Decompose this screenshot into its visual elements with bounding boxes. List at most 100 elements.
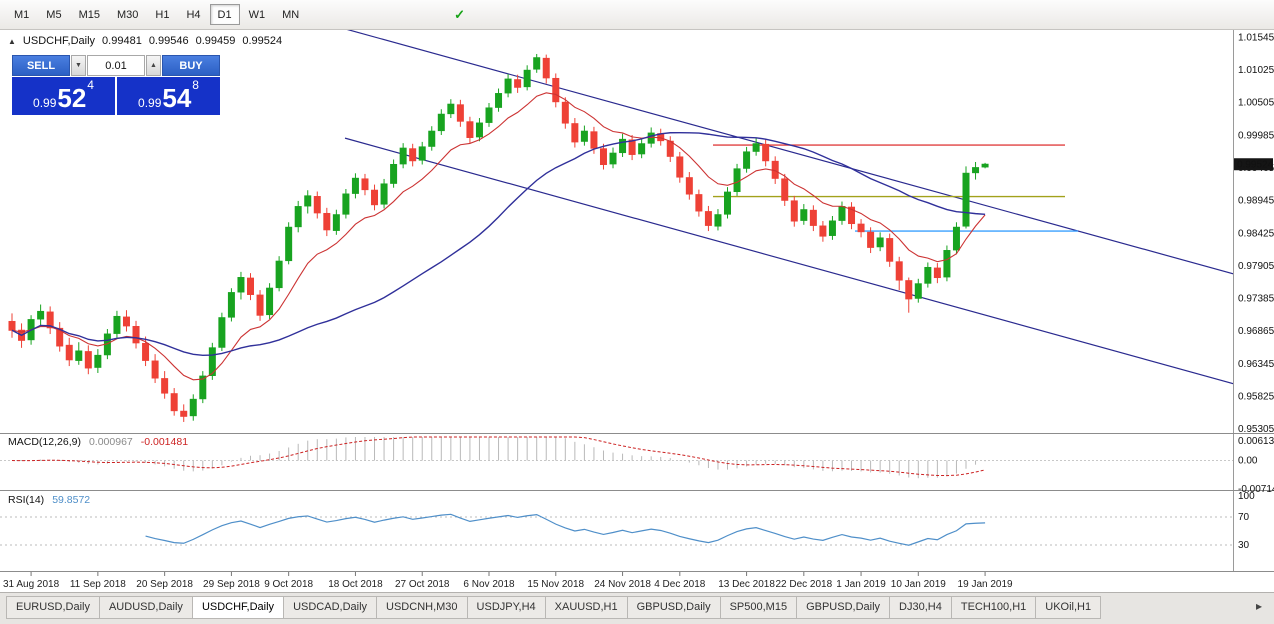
- candle-up: [962, 172, 970, 227]
- chart-tab-tech100-h1[interactable]: TECH100,H1: [951, 596, 1037, 619]
- current-price-label: 0.99524: [1237, 160, 1274, 171]
- chart-tab-eurusd-daily[interactable]: EURUSD,Daily: [6, 596, 100, 619]
- price-axis-label: 0.97905: [1238, 261, 1274, 272]
- timeframe-button-mn[interactable]: MN: [274, 4, 307, 25]
- candle-down: [84, 351, 92, 369]
- chart-tab-bar: EURUSD,Daily AUDUSD,Daily USDCHF,Daily USDC…: [0, 592, 1274, 624]
- candle-up: [304, 195, 312, 207]
- timeframe-button-m1[interactable]: M1: [6, 4, 37, 25]
- candle-up: [437, 113, 445, 132]
- high-value: 0.99546: [148, 35, 189, 47]
- lot-increase-button[interactable]: ▲: [146, 55, 161, 76]
- candle-up: [609, 152, 617, 165]
- candle-down: [905, 280, 913, 300]
- candle-down: [676, 156, 684, 178]
- candle-up: [37, 310, 45, 320]
- candle-down: [867, 231, 875, 248]
- chart-tab-usdjpy-h4[interactable]: USDJPY,H4: [467, 596, 546, 619]
- chart-tab-gbpusd-daily[interactable]: GBPUSD,Daily: [627, 596, 721, 619]
- chart-tab-usdcad-daily[interactable]: USDCAD,Daily: [284, 596, 378, 619]
- candle-down: [409, 148, 417, 162]
- chart-tab-dj30-h4[interactable]: DJ30,H4: [890, 596, 952, 619]
- price-chart-canvas[interactable]: 1.015451.010251.005050.999850.994650.989…: [0, 30, 1274, 592]
- green-check-icon[interactable]: ✓: [454, 6, 466, 22]
- ma-fast-line: [11, 92, 986, 381]
- candle-up: [914, 283, 922, 299]
- chart-tab-usdchf-daily[interactable]: USDCHF,Daily: [192, 596, 285, 619]
- timeframe-button-w1[interactable]: W1: [241, 4, 274, 25]
- date-axis-label: 20 Sep 2018: [136, 579, 193, 590]
- candle-up: [533, 57, 541, 70]
- buy-button[interactable]: BUY: [162, 55, 220, 76]
- candle-down: [781, 178, 789, 201]
- sell-button[interactable]: SELL: [12, 55, 70, 76]
- one-click-trade-panel: SELL ▼ ▲ BUY 0.99 52 4 0.99 54 8: [12, 55, 220, 115]
- candle-down: [132, 326, 140, 344]
- candle-down: [313, 196, 321, 214]
- trendline[interactable]: [344, 137, 1274, 395]
- candle-down: [685, 177, 693, 195]
- candle-down: [809, 209, 817, 226]
- candle-down: [56, 327, 64, 347]
- timeframe-button-h4[interactable]: H4: [178, 4, 208, 25]
- date-axis-label: 1 Jan 2019: [836, 579, 886, 590]
- candle-down: [895, 261, 903, 281]
- date-axis-label: 19 Jan 2019: [958, 579, 1013, 590]
- candle-down: [8, 320, 16, 331]
- timeframe-button-m15[interactable]: M15: [71, 4, 108, 25]
- lot-decrease-button[interactable]: ▼: [71, 55, 86, 76]
- chart-tab-ukoil-h1[interactable]: UKOil,H1: [1036, 596, 1102, 619]
- chart-tab-gbpusd-daily[interactable]: GBPUSD,Daily: [797, 596, 891, 619]
- candle-down: [628, 139, 636, 155]
- candle-down: [323, 212, 331, 231]
- lot-size-input[interactable]: [87, 55, 145, 76]
- price-axis-label: 1.00505: [1238, 98, 1274, 109]
- candle-up: [275, 260, 283, 289]
- candle-up: [189, 398, 197, 417]
- macd-axis-label: -0.00714: [1238, 484, 1274, 495]
- candle-down: [848, 206, 856, 225]
- candle-down: [122, 316, 130, 327]
- candle-up: [399, 147, 407, 165]
- macd-signal-value: -0.001481: [140, 436, 189, 448]
- chart-tab-audusd-daily[interactable]: AUDUSD,Daily: [99, 596, 193, 619]
- candle-up: [75, 350, 83, 361]
- low-value: 0.99459: [195, 35, 236, 47]
- close-value: 0.99524: [242, 35, 283, 47]
- candle-up: [485, 107, 493, 123]
- date-axis-label: 24 Nov 2018: [594, 579, 651, 590]
- candle-up: [752, 143, 760, 152]
- candle-up: [523, 69, 531, 88]
- date-axis-label: 4 Dec 2018: [654, 579, 706, 590]
- candle-down: [762, 143, 770, 162]
- timeframe-button-m5[interactable]: M5: [38, 4, 69, 25]
- chart-tab-usdcnh-m30[interactable]: USDCNH,M30: [377, 596, 468, 619]
- buy-price-button[interactable]: 0.99 54 8: [117, 77, 220, 115]
- collapse-panel-icon[interactable]: ▲: [8, 36, 16, 46]
- macd-label: MACD(12,26,9): [8, 436, 81, 448]
- candle-up: [266, 287, 274, 316]
- timeframe-button-h1[interactable]: H1: [147, 4, 177, 25]
- date-axis-label: 27 Oct 2018: [395, 579, 450, 590]
- price-axis-label: 0.99985: [1238, 130, 1274, 141]
- candle-down: [247, 277, 254, 295]
- chart-tab-xauusd-h1[interactable]: XAUUSD,H1: [545, 596, 628, 619]
- candle-up: [285, 226, 293, 262]
- rsi-value: 59.8572: [52, 494, 91, 506]
- tabs-scroll-right-button[interactable]: ▸: [1255, 599, 1262, 613]
- candle-up: [800, 209, 808, 221]
- date-axis-label: 10 Jan 2019: [891, 579, 946, 590]
- candle-down: [256, 294, 264, 316]
- timeframe-button-d1[interactable]: D1: [209, 4, 240, 25]
- candle-down: [666, 140, 674, 157]
- candle-up: [580, 130, 588, 142]
- candle-up: [475, 122, 483, 138]
- trendline[interactable]: [345, 30, 1274, 285]
- open-value: 0.99481: [102, 35, 142, 47]
- buy-price-prefix: 0.99: [138, 96, 162, 110]
- timeframe-button-m30[interactable]: M30: [109, 4, 146, 25]
- chart-tab-sp500-m15[interactable]: SP500,M15: [720, 596, 798, 619]
- price-axis-label: 0.98425: [1238, 228, 1274, 239]
- candle-up: [647, 132, 655, 144]
- sell-price-button[interactable]: 0.99 52 4: [12, 77, 115, 115]
